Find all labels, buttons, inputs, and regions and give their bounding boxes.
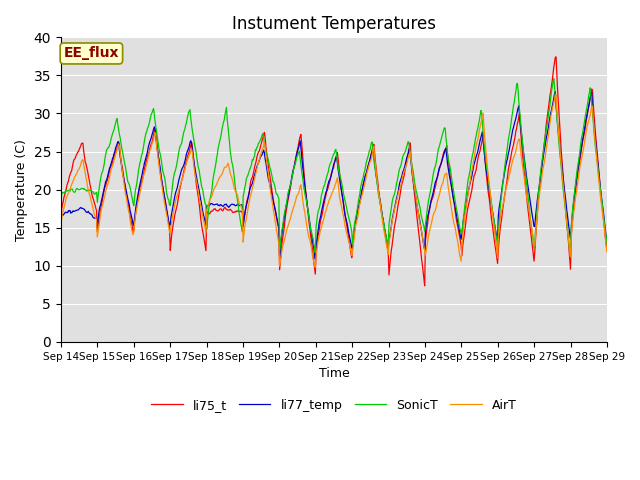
Legend: li75_t, li77_temp, SonicT, AirT: li75_t, li77_temp, SonicT, AirT	[147, 394, 522, 417]
li75_t	[67, 169, 75, 175]
Line: li77_temp: li77_temp	[61, 92, 607, 259]
li77_temp	[401, 163, 409, 168]
SonicT	[67, 186, 75, 192]
Title: Instument Temperatures: Instument Temperatures	[232, 15, 436, 33]
Line: AirT: AirT	[61, 95, 607, 267]
SonicT	[123, 174, 131, 180]
Y-axis label: Temperature (C): Temperature (C)	[15, 139, 28, 240]
SonicT	[179, 136, 186, 142]
li77_temp	[312, 256, 319, 262]
li75_t	[603, 247, 611, 253]
AirT	[401, 167, 409, 172]
li77_temp	[207, 201, 215, 206]
SonicT	[550, 76, 557, 82]
li75_t	[401, 172, 408, 178]
SonicT	[401, 151, 408, 156]
li77_temp	[67, 210, 75, 216]
AirT	[603, 249, 611, 255]
li77_temp	[603, 240, 611, 246]
AirT	[57, 221, 65, 227]
AirT	[123, 198, 131, 204]
li77_temp	[417, 224, 425, 230]
li75_t	[207, 209, 215, 215]
li75_t	[552, 54, 560, 60]
Text: EE_flux: EE_flux	[63, 47, 119, 60]
SonicT	[416, 205, 424, 211]
AirT	[417, 225, 425, 231]
SonicT	[57, 192, 65, 197]
Line: li75_t: li75_t	[61, 57, 607, 286]
li77_temp	[123, 192, 131, 198]
Line: SonicT: SonicT	[61, 79, 607, 256]
li77_temp	[552, 89, 559, 95]
AirT	[552, 92, 560, 97]
SonicT	[207, 190, 215, 196]
SonicT	[603, 240, 611, 246]
li75_t	[421, 283, 429, 288]
SonicT	[566, 253, 574, 259]
li75_t	[57, 214, 65, 219]
li77_temp	[179, 165, 186, 171]
AirT	[312, 264, 319, 270]
li75_t	[416, 242, 424, 248]
li75_t	[179, 175, 186, 181]
AirT	[207, 195, 215, 201]
X-axis label: Time: Time	[319, 367, 349, 380]
AirT	[67, 184, 75, 190]
li75_t	[123, 195, 131, 201]
AirT	[179, 176, 186, 181]
li77_temp	[57, 213, 65, 218]
